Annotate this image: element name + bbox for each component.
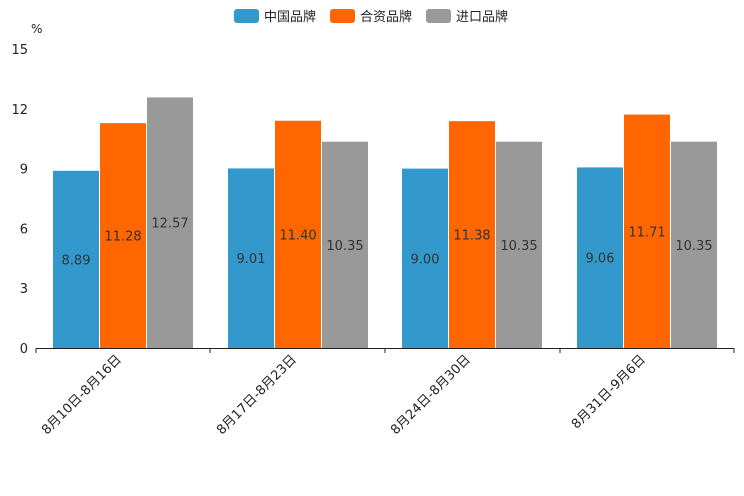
bar-value-label: 10.35 [326,239,363,254]
y-tick-label: 12 [11,103,28,118]
bar-value-label: 12.57 [151,217,188,232]
bar [228,168,274,348]
bar-value-label: 9.00 [411,252,440,267]
bar-value-label: 9.06 [586,252,615,267]
y-tick-label: 3 [20,282,28,297]
bar-value-label: 11.28 [104,230,141,245]
bar-value-label: 10.35 [500,239,537,254]
x-category-label: 8月24日-8月30日 [388,352,474,438]
y-tick-label: 0 [20,342,28,357]
bar-value-label: 9.01 [237,252,266,267]
x-category-label: 8月17日-8月23日 [214,352,300,438]
bar-value-label: 11.71 [628,225,665,240]
y-axis-ticks: 0 3 6 9 12 15 [11,43,28,357]
bar [275,120,321,348]
x-axis-ticks [35,348,735,353]
bar [147,97,193,348]
bar [100,123,146,348]
bar-labels: 8.89 11.28 12.57 9.01 11.40 10.35 9.00 11.38 10.… [62,217,713,269]
legend-label: 进口品牌 [456,9,508,25]
legend-label: 中国品牌 [264,9,316,25]
bar [449,121,495,349]
x-category-label: 8月10日-8月16日 [39,352,125,438]
y-tick-label: 6 [20,222,28,237]
bar [402,168,448,348]
bar [671,141,717,348]
bar-value-label: 11.40 [279,228,316,243]
legend: 中国品牌 合资品牌 进口品牌 [234,9,508,25]
bar-value-label: 11.38 [453,229,490,244]
legend-label: 合资品牌 [360,9,412,25]
legend-swatch [330,9,355,23]
bar [624,114,670,349]
legend-swatch [426,9,451,23]
bar [53,170,99,348]
bar [577,167,623,348]
bar [496,141,542,348]
x-axis-labels: 8月10日-8月16日 8月17日-8月23日 8月24日-8月30日 8月31日-9… [39,352,649,438]
bar-value-label: 10.35 [675,239,712,254]
bar-value-label: 8.89 [62,253,91,268]
bar [322,141,368,348]
y-axis-unit: % [31,22,42,36]
y-tick-label: 15 [11,43,28,58]
y-tick-label: 9 [20,163,28,178]
x-category-label: 8月31日-9月6日 [569,352,649,432]
bars [53,97,717,349]
legend-swatch [234,9,259,23]
